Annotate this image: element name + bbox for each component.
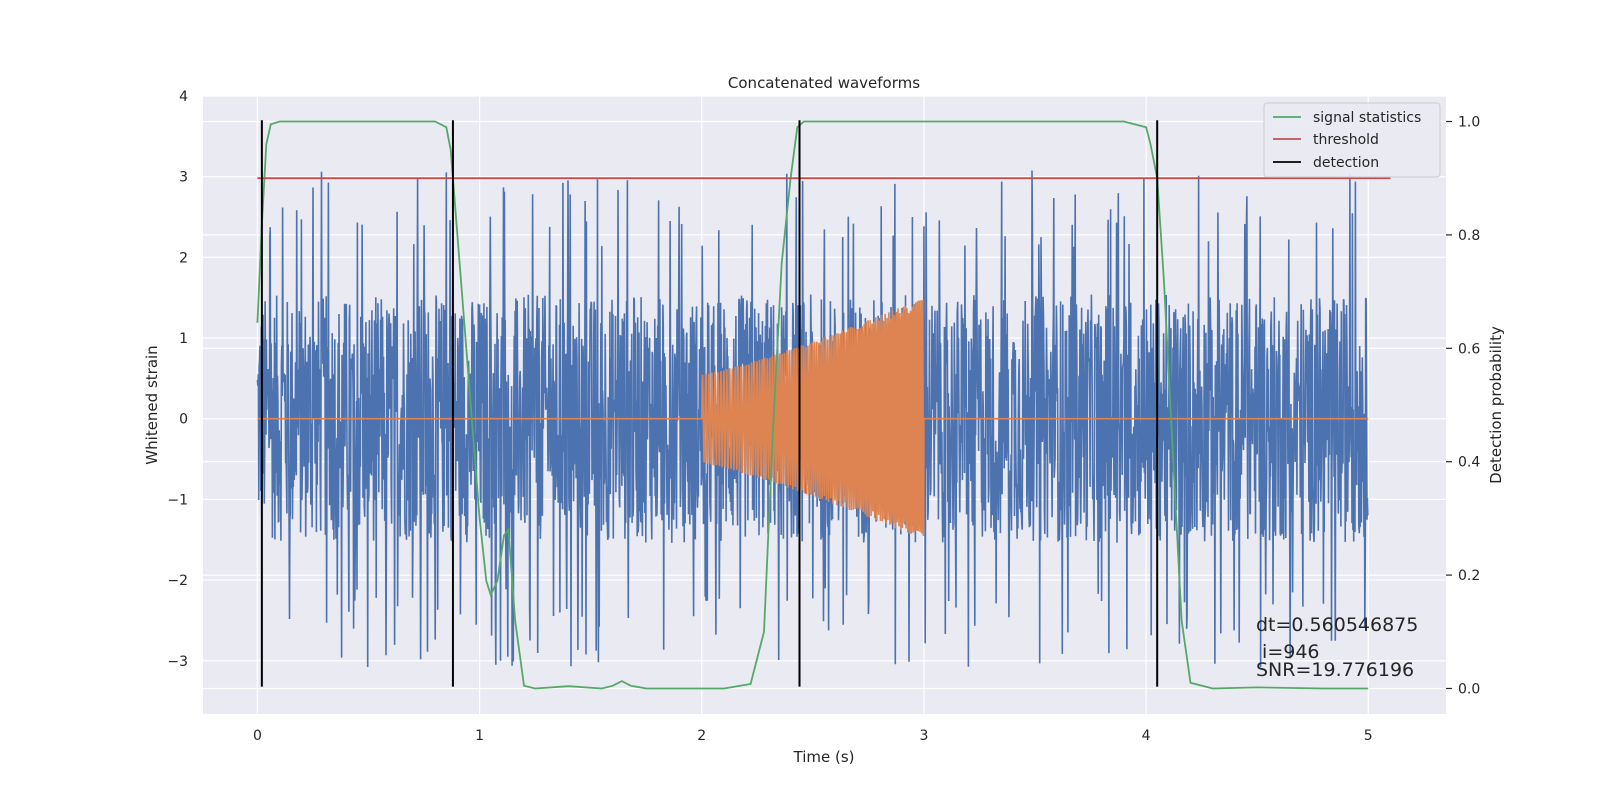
y2-tick-label: 0.6: [1458, 341, 1480, 357]
noise-line: [256, 170, 1369, 668]
template-series: [257, 300, 1369, 537]
x-tick-label: 2: [697, 728, 706, 744]
y2-tick-label: 0.8: [1458, 228, 1480, 244]
legend: signal statistics threshold detection: [1263, 102, 1441, 178]
signal-statistics-line: [256, 120, 1369, 690]
x-tick-label: 0: [253, 728, 262, 744]
legend-label-detection: detection: [1313, 155, 1379, 171]
y-tick-label: −3: [167, 654, 188, 670]
y2-tick-label: 0.2: [1458, 568, 1480, 584]
y-tick-label: −2: [167, 573, 188, 589]
y-tick-label: 4: [179, 89, 188, 105]
y2-axis-label: Detection probability: [1487, 326, 1505, 484]
y-axis-label: Whitened strain: [143, 345, 161, 464]
x-axis-label: Time (s): [793, 748, 855, 766]
y-tick-label: −1: [167, 492, 188, 508]
y2-tick-label: 0.0: [1458, 681, 1480, 697]
y2-axis-ticks: 0.0 0.2 0.4 0.6 0.8 1.0: [1446, 115, 1480, 697]
y-tick-label: 2: [179, 250, 188, 266]
legend-label-signal-statistics: signal statistics: [1313, 110, 1421, 126]
legend-box: [1263, 102, 1441, 178]
noise-series: [256, 170, 1369, 668]
template-line: [257, 300, 1369, 537]
y-axis-ticks: −3 −2 −1 0 1 2 3 4: [167, 89, 188, 670]
x-tick-label: 3: [919, 728, 928, 744]
y2-tick-label: 0.4: [1458, 455, 1480, 471]
x-axis-ticks: 0 1 2 3 4 5: [253, 728, 1373, 744]
legend-label-threshold: threshold: [1313, 132, 1379, 148]
annotation-snr: SNR=19.776196: [1256, 659, 1414, 681]
chart-title: Concatenated waveforms: [728, 74, 920, 92]
y2-tick-label: 1.0: [1458, 115, 1480, 131]
y-tick-label: 1: [179, 331, 188, 347]
signal-statistics-series: [256, 120, 1369, 690]
annotation-index: i=946: [1256, 641, 1320, 663]
y-tick-label: 3: [179, 170, 188, 186]
x-tick-label: 1: [475, 728, 484, 744]
x-tick-label: 4: [1142, 728, 1151, 744]
detection-series: [260, 120, 1159, 687]
x-tick-label: 5: [1364, 728, 1373, 744]
annotation-dt: dt=0.560546875: [1256, 614, 1418, 636]
y-tick-label: 0: [179, 412, 188, 428]
